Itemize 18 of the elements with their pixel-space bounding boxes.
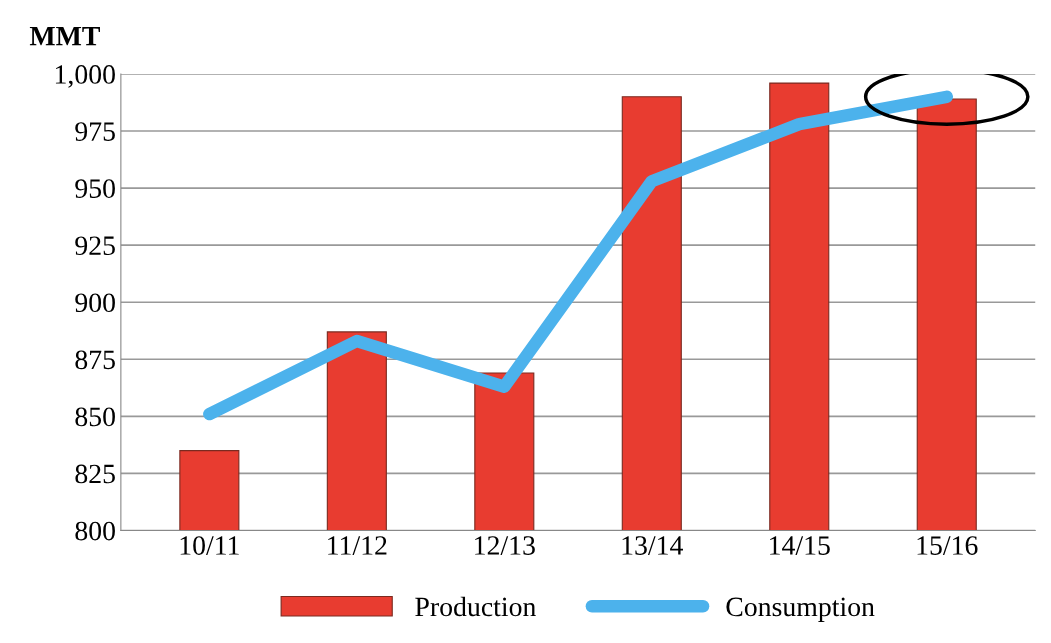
y-tick-label: 900 xyxy=(75,293,115,313)
x-tick-label: 15/16 xyxy=(917,536,978,555)
x-tick-label: 11/12 xyxy=(328,536,387,555)
x-tick-label: 10/11 xyxy=(180,536,239,555)
x-tick-label: 14/15 xyxy=(770,536,830,555)
legend-label: Consumption xyxy=(726,597,875,622)
y-tick-label: 850 xyxy=(75,407,115,427)
y-tick-label: 1,000 xyxy=(55,65,115,88)
y-axis-title: MMT xyxy=(29,27,100,46)
y-tick-label: 975 xyxy=(75,122,115,141)
legend-label: Production xyxy=(415,596,536,617)
x-tick-label: 13/14 xyxy=(622,536,683,555)
y-tick-label: 925 xyxy=(75,236,115,256)
x-tick-label: 12/13 xyxy=(475,536,535,555)
y-tick-label: 800 xyxy=(75,521,115,541)
y-tick-label: 825 xyxy=(75,464,115,484)
y-tick-label: 950 xyxy=(75,179,115,198)
y-tick-label: 875 xyxy=(75,350,115,370)
